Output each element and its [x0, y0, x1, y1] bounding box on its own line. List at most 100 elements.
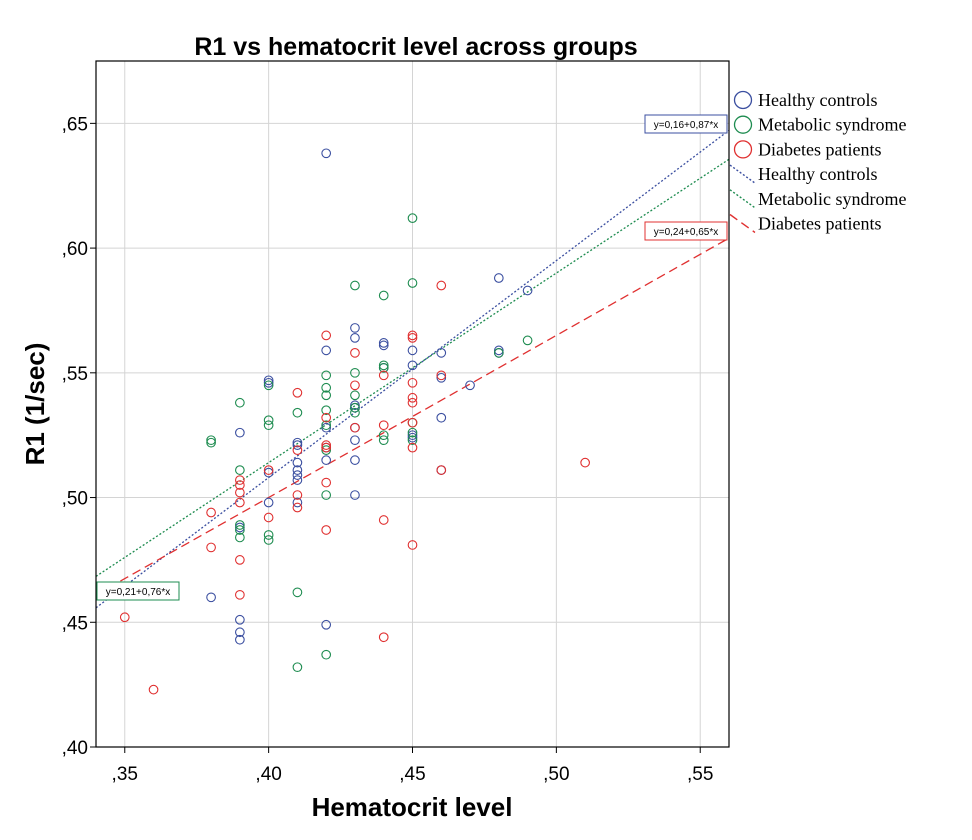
legend-marker: [733, 115, 753, 134]
data-point: [235, 520, 245, 530]
data-point: [321, 445, 332, 455]
data-point: [235, 465, 245, 475]
data-point: [321, 619, 332, 630]
fit-lines: [95, 129, 730, 609]
legend-line-sample: [729, 164, 756, 184]
data-point: [493, 273, 504, 283]
data-point: [378, 362, 389, 373]
data-point: [321, 649, 332, 660]
data-point: [235, 427, 245, 438]
data-point: [292, 497, 303, 508]
data-point: [235, 555, 245, 565]
data-point: [263, 465, 274, 475]
x-tick-label: ,35: [112, 764, 138, 785]
legend-label: Healthy controls: [758, 90, 877, 110]
x-tick-label: ,50: [543, 764, 569, 785]
data-point: [206, 592, 216, 603]
legend-label: Healthy controls: [758, 164, 877, 184]
data-point: [580, 457, 590, 468]
data-point: [522, 285, 533, 296]
data-point: [321, 390, 332, 401]
data-point: [321, 455, 332, 465]
data-point: [263, 377, 274, 388]
data-point: [407, 540, 418, 550]
data-point: [378, 420, 389, 431]
data-point: [292, 470, 303, 480]
legend-line-sample: [729, 189, 756, 209]
data-point: [378, 632, 389, 643]
legend-label: Diabetes patients: [758, 214, 881, 234]
data-point: [235, 522, 245, 533]
data-point: [235, 497, 245, 508]
data-point: [321, 345, 332, 356]
legend-label: Metabolic syndrome: [758, 189, 906, 209]
data-point: [292, 445, 303, 455]
data-point: [350, 455, 360, 465]
data-point: [321, 148, 332, 159]
data-point: [378, 430, 389, 441]
data-point: [378, 290, 389, 301]
data-point: [263, 375, 274, 386]
data-point: [350, 323, 360, 333]
legend-line-sample: [729, 213, 756, 234]
data-point: [350, 348, 360, 358]
data-point: [522, 335, 533, 346]
legend-label: Diabetes patients: [758, 139, 881, 159]
data-point: [321, 412, 332, 423]
data-point: [350, 390, 360, 401]
data-point: [292, 387, 303, 398]
data-point: [321, 525, 332, 535]
data-point: [292, 475, 303, 485]
data-point: [378, 360, 389, 371]
grid: [96, 61, 729, 748]
data-point: [407, 392, 418, 403]
data-point: [407, 427, 418, 438]
fit-equation-box: [644, 114, 728, 134]
data-point: [206, 437, 216, 448]
data-point: [321, 330, 332, 341]
data-point: [407, 345, 418, 356]
data-point: [292, 437, 303, 448]
data-point: [350, 422, 360, 433]
data-points: [119, 148, 590, 695]
x-tick-label: ,55: [687, 764, 713, 785]
data-point: [321, 370, 332, 381]
data-point: [235, 532, 245, 543]
data-point: [350, 333, 360, 343]
data-point: [263, 535, 274, 545]
data-point: [350, 400, 360, 411]
data-point: [407, 333, 418, 343]
data-point: [407, 377, 418, 388]
data-point: [350, 380, 360, 391]
data-point: [493, 348, 504, 358]
data-point: [407, 432, 418, 443]
data-point: [235, 475, 245, 485]
data-point: [378, 515, 389, 525]
data-point: [263, 497, 274, 508]
data-point: [235, 589, 245, 600]
data-point: [263, 415, 274, 426]
data-point: [321, 422, 332, 433]
x-tick-label: ,40: [255, 764, 281, 785]
data-point: [206, 507, 216, 518]
data-point: [292, 440, 303, 451]
data-point: [407, 278, 418, 288]
data-point: [378, 338, 389, 348]
data-point: [292, 587, 303, 598]
data-point: [235, 614, 245, 625]
data-point: [148, 684, 159, 695]
data-point: [263, 512, 274, 523]
fit-equation-label: y=0,21+0,76*x: [106, 587, 171, 598]
data-point: [350, 490, 360, 500]
data-point: [321, 440, 332, 451]
data-point: [350, 367, 360, 378]
legend-label: Metabolic syndrome: [758, 115, 906, 135]
data-point: [321, 490, 332, 500]
fit-equation-box: [96, 581, 180, 601]
data-point: [321, 420, 332, 431]
fit-equation-label: y=0,16+0,87*x: [654, 120, 719, 131]
data-point: [436, 465, 447, 475]
data-point: [292, 662, 303, 673]
data-point: [235, 480, 245, 490]
